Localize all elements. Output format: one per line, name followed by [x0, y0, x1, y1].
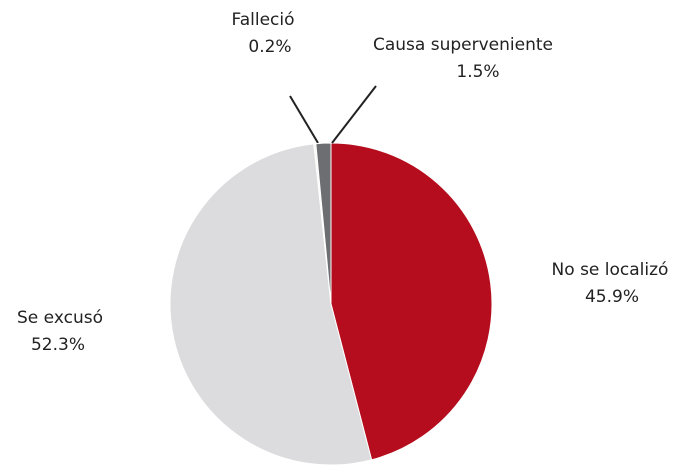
- slice-value: 45.9%: [585, 287, 639, 307]
- slice-value: 52.3%: [31, 335, 85, 355]
- slice-label: No se localizó: [552, 260, 669, 280]
- pie-slice: [315, 142, 332, 305]
- pie-slice: [169, 143, 373, 465]
- pie-slice: [330, 142, 493, 461]
- slice-label: Falleció: [231, 10, 294, 30]
- leader-line: [289, 95, 319, 144]
- slice-value: 1.5%: [456, 62, 499, 82]
- slice-value: 0.2%: [248, 37, 291, 57]
- slice-label: Causa superveniente: [373, 35, 553, 55]
- slice-label: Se excusó: [17, 308, 103, 328]
- leader-line: [331, 85, 377, 144]
